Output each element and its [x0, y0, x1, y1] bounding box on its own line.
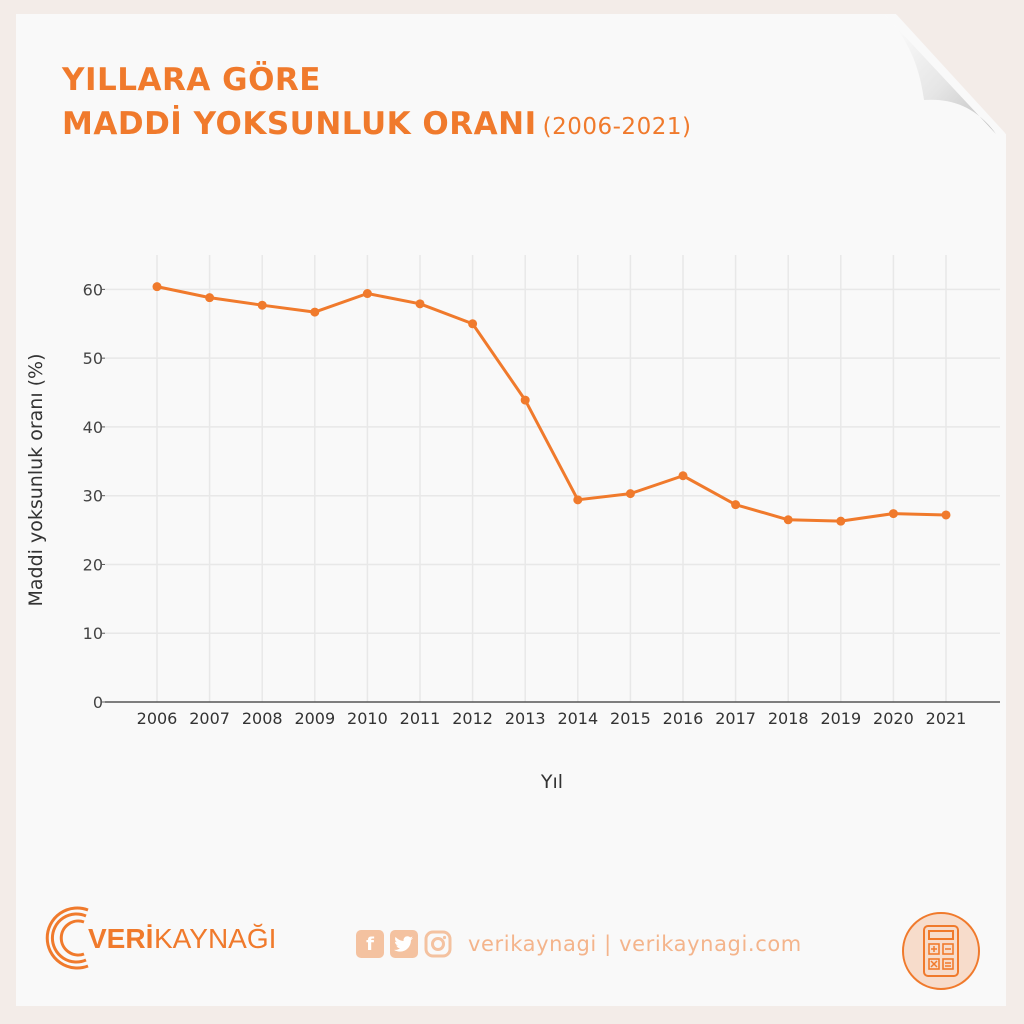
- x-tick-label: 2015: [610, 709, 651, 728]
- data-point: [783, 515, 793, 525]
- title-line-1: YILLARA GÖRE: [62, 62, 321, 98]
- data-point: [415, 299, 425, 309]
- x-tick-label: 2012: [452, 709, 493, 728]
- y-axis-title: Maddi yoksunluk oranı (%): [25, 353, 47, 606]
- y-tick-label: 10: [83, 624, 103, 643]
- x-tick-label: 2007: [189, 709, 230, 728]
- y-tick-label: 0: [93, 693, 103, 712]
- veri-kaynagi-logo: VERİ KAYNAĞI: [45, 906, 276, 970]
- x-tick-label: 2013: [505, 709, 546, 728]
- x-tick-label: 2010: [347, 709, 388, 728]
- logo-veri-text: VERİ: [88, 923, 153, 954]
- x-tick-label: 2008: [242, 709, 283, 728]
- title-subtitle: (2006-2021): [542, 114, 692, 140]
- y-tick-label: 60: [83, 280, 103, 299]
- series-line: [156, 285, 947, 523]
- x-tick-label: 2019: [820, 709, 861, 728]
- chart-title: YILLARA GÖRE MADDİ YOKSUNLUK ORANI (2006-…: [62, 58, 691, 149]
- data-point: [731, 500, 741, 510]
- twitter-icon[interactable]: [390, 930, 418, 958]
- data-point: [152, 282, 162, 292]
- x-tick-label: 2016: [663, 709, 704, 728]
- instagram-icon[interactable]: [424, 930, 452, 958]
- data-point: [836, 516, 846, 526]
- x-tick-label: 2021: [926, 709, 967, 728]
- data-point: [678, 471, 688, 481]
- data-point: [257, 300, 267, 310]
- x-tick-label: 2011: [400, 709, 441, 728]
- y-tick-label: 30: [83, 487, 103, 506]
- x-tick-label: 2006: [137, 709, 178, 728]
- facebook-icon[interactable]: f: [356, 930, 384, 958]
- data-point: [205, 293, 215, 303]
- logo-kaynagi-text: KAYNAĞI: [154, 923, 276, 954]
- x-tick-label: 2018: [768, 709, 809, 728]
- x-tick-label: 2014: [557, 709, 598, 728]
- social-handle-text: verikaynagi | verikaynagi.com: [468, 932, 802, 956]
- x-tick-label: 2009: [294, 709, 335, 728]
- x-axis-title: Yıl: [540, 771, 563, 793]
- social-links: f verikaynagi | verikaynagi.com: [356, 930, 802, 958]
- y-tick-label: 40: [83, 418, 103, 437]
- data-point: [941, 510, 951, 520]
- data-point: [520, 395, 530, 405]
- data-point: [888, 509, 898, 519]
- x-tick-label: 2020: [873, 709, 914, 728]
- y-tick-label: 20: [83, 555, 103, 574]
- calculator-icon: [902, 912, 980, 990]
- data-point: [468, 319, 478, 329]
- x-tick-label: 2017: [715, 709, 756, 728]
- data-point: [310, 307, 320, 317]
- data-point: [625, 489, 635, 499]
- page-curl: [884, 14, 996, 134]
- title-line-2: MADDİ YOKSUNLUK ORANI: [62, 106, 537, 142]
- data-point: [573, 495, 583, 505]
- y-tick-label: 50: [83, 349, 103, 368]
- data-point: [362, 289, 372, 299]
